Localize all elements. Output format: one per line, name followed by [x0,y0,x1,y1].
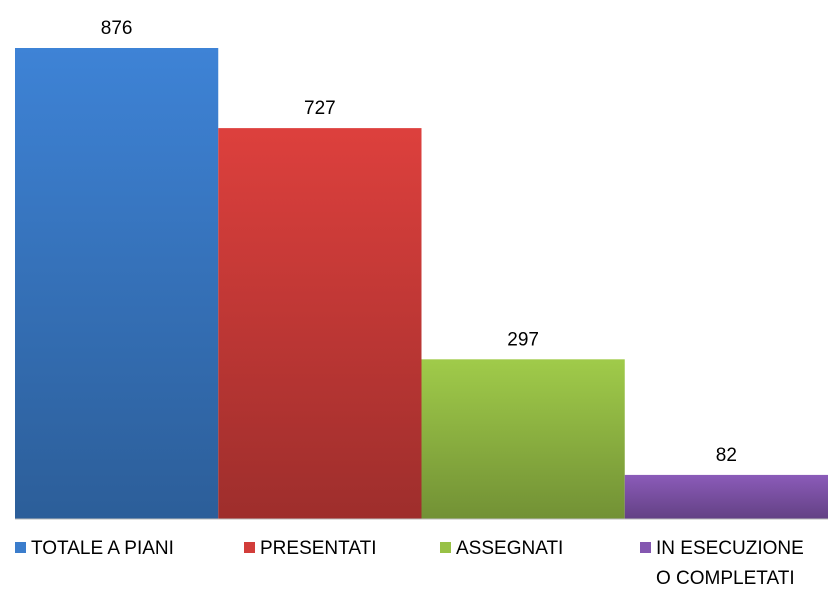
legend-label: ASSEGNATI [456,538,564,559]
value-label: 727 [304,98,336,119]
legend-label: IN ESECUZIONE O COMPLETATI [656,538,804,589]
legend-swatch [15,542,26,553]
bar [15,48,219,519]
bar [624,474,828,519]
bar [421,359,625,519]
bar [218,128,422,519]
legend-swatch [440,542,451,553]
value-label: 876 [101,18,133,39]
legend-label: PRESENTATI [260,538,377,559]
value-label: 82 [716,445,737,466]
legend-swatch [640,542,651,553]
legend-swatch [244,542,255,553]
legend-label: TOTALE A PIANI [31,538,174,559]
value-label: 297 [507,329,539,350]
